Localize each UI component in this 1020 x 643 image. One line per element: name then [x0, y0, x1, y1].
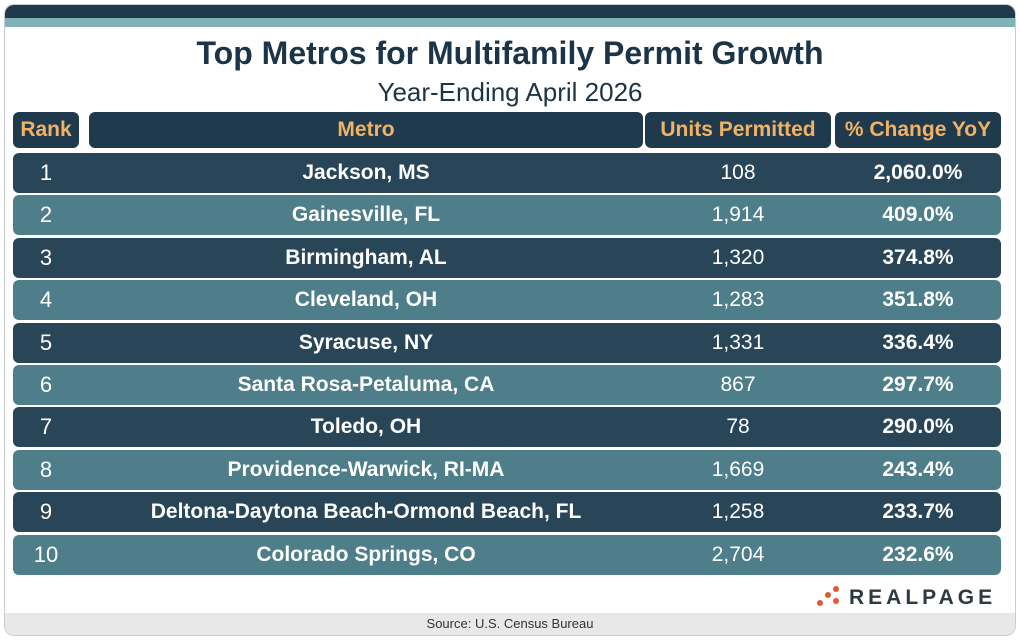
units-permitted-cell: 1,331	[711, 330, 765, 354]
units-permitted-cell: 1,669	[711, 457, 765, 481]
table-card: Top Metros for Multifamily Permit Growth…	[4, 4, 1016, 636]
metro-cell: Providence-Warwick, RI-MA	[227, 457, 505, 481]
header-units-permitted: Units Permitted	[645, 112, 831, 148]
pct-change-cell: 297.7%	[882, 372, 954, 396]
metro-cell: Santa Rosa-Petaluma, CA	[237, 372, 495, 396]
table-body: 1 Jackson, MS 108 2,060.0% 2 Gainesville, FL 1…	[13, 153, 1001, 577]
table-row: 3 Birmingham, AL 1,320 374.8%	[13, 237, 1001, 278]
realpage-dots-icon	[817, 586, 843, 610]
metro-cell: Gainesville, FL	[291, 203, 441, 227]
table-row: 8 Providence-Warwick, RI-MA 1,669 243.4%	[13, 449, 1001, 490]
pct-change-cell: 232.6%	[882, 542, 954, 566]
pct-change-cell: 290.0%	[882, 415, 954, 439]
logo-text: REALPAGE	[849, 586, 997, 609]
units-permitted-cell: 1,283	[711, 288, 765, 312]
pct-change-cell: 233.7%	[882, 500, 954, 524]
pct-change-cell: 351.8%	[882, 288, 954, 312]
units-permitted-cell: 867	[720, 372, 756, 396]
table-row: 1 Jackson, MS 108 2,060.0%	[13, 153, 1001, 193]
pct-change-cell: 2,060.0%	[873, 161, 963, 184]
pct-change-cell: 336.4%	[882, 330, 954, 354]
rank-cell: 9	[39, 499, 53, 525]
rank-cell: 6	[39, 371, 53, 397]
metro-cell: Birmingham, AL	[285, 245, 447, 269]
rank-cell: 2	[39, 202, 53, 228]
source-footer: Source: U.S. Census Bureau	[5, 613, 1015, 635]
pct-change-cell: 374.8%	[882, 245, 954, 269]
units-permitted-cell: 1,914	[711, 203, 765, 227]
pct-change-cell: 243.4%	[882, 457, 954, 481]
chart-title: Top Metros for Multifamily Permit Growth	[196, 35, 824, 71]
rank-cell: 8	[39, 456, 53, 482]
units-permitted-cell: 2,704	[711, 542, 765, 566]
header-metro: Metro	[89, 112, 643, 148]
table-row: 6 Santa Rosa-Petaluma, CA 867 297.7%	[13, 364, 1001, 405]
rank-cell: 7	[39, 414, 53, 440]
table-row: 9 Deltona-Daytona Beach-Ormond Beach, FL 1…	[13, 492, 1001, 533]
table-row: 5 Syracuse, NY 1,331 336.4%	[13, 322, 1001, 363]
metro-cell: Deltona-Daytona Beach-Ormond Beach, FL	[150, 500, 582, 524]
rank-cell: 4	[39, 287, 53, 313]
units-permitted-cell: 1,320	[711, 245, 765, 269]
rank-cell: 5	[39, 329, 53, 355]
metro-cell: Colorado Springs, CO	[256, 542, 476, 566]
chart-subtitle: Year-Ending April 2026	[377, 77, 643, 107]
units-permitted-cell: 108	[720, 161, 756, 184]
header-rank: Rank	[13, 112, 79, 148]
rank-cell: 1	[39, 160, 53, 185]
table-row: 2 Gainesville, FL 1,914 409.0%	[13, 195, 1001, 236]
top-accent-bar	[5, 5, 1015, 27]
rank-cell: 3	[39, 244, 53, 270]
metro-cell: Cleveland, OH	[294, 288, 438, 312]
table-row: 10 Colorado Springs, CO 2,704 232.6%	[13, 534, 1001, 575]
pct-change-cell: 409.0%	[882, 203, 954, 227]
table-row: 4 Cleveland, OH 1,283 351.8%	[13, 280, 1001, 321]
realpage-logo: REALPAGE	[817, 583, 996, 613]
metro-cell: Toledo, OH	[310, 415, 422, 439]
units-permitted-cell: 78	[726, 415, 750, 439]
units-permitted-cell: 1,258	[711, 500, 765, 524]
metro-cell: Jackson, MS	[302, 161, 430, 184]
rank-cell: 10	[33, 541, 59, 567]
table-row: 7 Toledo, OH 78 290.0%	[13, 407, 1001, 448]
metro-cell: Syracuse, NY	[298, 330, 434, 354]
header-pct-change-yoy: % Change YoY	[835, 112, 1001, 148]
